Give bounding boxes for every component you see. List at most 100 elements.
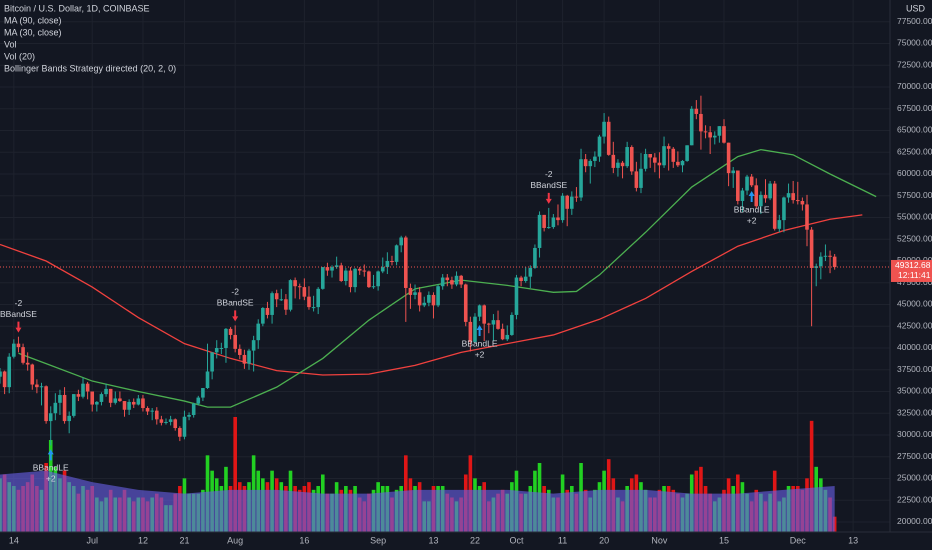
- candle-body: [279, 299, 284, 301]
- candle-body: [210, 352, 214, 372]
- candle-body: [731, 170, 736, 174]
- candle-body: [768, 183, 772, 199]
- candle-body: [666, 146, 671, 149]
- candle-body: [712, 135, 717, 138]
- candle-body: [251, 340, 256, 351]
- candle-body: [385, 260, 390, 268]
- candle-body: [791, 193, 795, 201]
- candle-body: [703, 131, 708, 133]
- candle-body: [629, 147, 634, 172]
- candle-body: [353, 268, 357, 288]
- candle-body: [122, 401, 127, 410]
- y-tick-label: 30000.00: [897, 429, 932, 439]
- y-tick-label: 67500.00: [897, 103, 932, 113]
- candle-body: [261, 307, 265, 324]
- candle-body: [749, 176, 754, 186]
- candle-body: [297, 286, 302, 288]
- candle-body: [436, 286, 440, 306]
- x-tick-label: 15: [719, 535, 729, 545]
- candle-body: [422, 302, 427, 306]
- x-tick-label: 22: [470, 535, 480, 545]
- candle-body: [542, 214, 546, 228]
- candle-body: [256, 323, 261, 341]
- candle-body: [496, 320, 500, 329]
- x-tick-label: Aug: [227, 535, 243, 545]
- price-pane: BBandSE-2BBandLE+2BBandSE-2BBandLE+2BBan…: [0, 95, 890, 484]
- y-tick-label: 27500.00: [897, 451, 932, 461]
- candle-body: [823, 255, 828, 257]
- candle-body: [606, 121, 611, 155]
- candle-body: [145, 408, 150, 412]
- candle-body: [634, 171, 639, 188]
- candle-body: [602, 121, 606, 137]
- candle-body: [242, 354, 247, 364]
- candle-body: [832, 256, 837, 268]
- candle-body: [362, 270, 367, 272]
- candle-body: [505, 334, 510, 340]
- candle-body: [85, 383, 90, 392]
- candle-body: [699, 113, 703, 132]
- candle-body: [205, 371, 210, 389]
- y-tick-label: 70000.00: [897, 81, 932, 91]
- candle-body: [717, 126, 722, 136]
- candle-body: [819, 256, 823, 267]
- volume-bar: [233, 417, 237, 532]
- candle-body: [0, 371, 2, 377]
- candle-body: [537, 214, 542, 248]
- candle-body: [459, 275, 463, 285]
- candle-body: [551, 217, 556, 228]
- candle-body: [16, 343, 21, 348]
- candle-body: [671, 148, 676, 162]
- candle-body: [445, 277, 450, 281]
- last-price-tag: [891, 259, 932, 282]
- candle-body: [689, 108, 694, 146]
- candle-body: [473, 316, 477, 342]
- candle-body: [30, 364, 35, 385]
- candle-body: [173, 419, 178, 429]
- candle-body: [44, 386, 48, 422]
- currency-label: USD: [906, 3, 926, 13]
- candle-body: [53, 402, 58, 414]
- signal-qty: +2: [747, 215, 757, 225]
- candle-body: [809, 229, 814, 268]
- ma-line: [0, 214, 863, 376]
- candle-body: [25, 362, 30, 365]
- candle-body: [588, 160, 593, 167]
- candle-body: [482, 305, 486, 324]
- candle-body: [58, 394, 62, 403]
- candle-body: [12, 343, 16, 357]
- candle-body: [367, 271, 371, 288]
- candle-body: [431, 294, 436, 306]
- candle-body: [293, 280, 297, 287]
- candle-body: [118, 398, 122, 402]
- candle-body: [477, 305, 482, 317]
- x-tick-label: Oct: [509, 535, 524, 545]
- indicator-label: Vol: [4, 39, 17, 49]
- candle-body: [48, 413, 53, 422]
- x-tick-label: Sep: [370, 535, 386, 545]
- candle-body: [722, 126, 726, 143]
- candle-body: [265, 307, 270, 315]
- candle-body: [639, 168, 643, 188]
- x-tick-label: Nov: [651, 535, 668, 545]
- candle-body: [141, 398, 145, 409]
- candle-body: [131, 401, 136, 405]
- y-tick-label: 77500.00: [897, 16, 932, 26]
- candle-body: [159, 419, 164, 423]
- signal-qty: -2: [15, 298, 23, 308]
- y-tick-label: 62500.00: [897, 146, 932, 156]
- candle-body: [500, 328, 505, 340]
- y-tick-label: 57500.00: [897, 190, 932, 200]
- candle-body: [523, 276, 528, 282]
- signal-arrow: [476, 325, 483, 337]
- candle-body: [113, 398, 118, 403]
- candle-body: [533, 247, 537, 268]
- candle-body: [182, 416, 187, 437]
- x-tick-label: Dec: [790, 535, 807, 545]
- y-tick-label: 75000.00: [897, 38, 932, 48]
- signal-arrow: [47, 449, 54, 461]
- y-tick-label: 60000.00: [897, 168, 932, 178]
- candle-body: [274, 293, 279, 300]
- y-tick-label: 40000.00: [897, 342, 932, 352]
